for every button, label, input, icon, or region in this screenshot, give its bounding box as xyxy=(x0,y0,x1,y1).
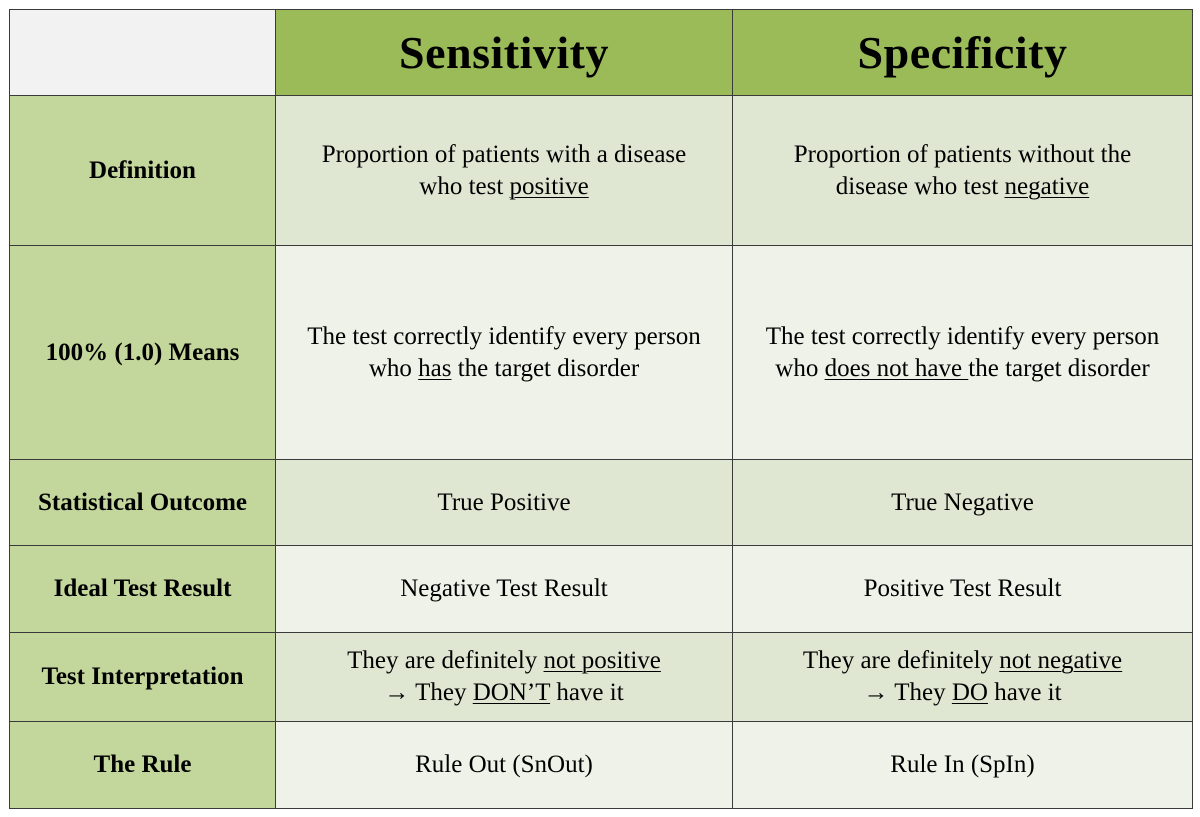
cell-line: → They DON’T have it xyxy=(282,677,726,709)
row-label-100-means: 100% (1.0) Means xyxy=(9,245,276,460)
cell-text: They are definitely xyxy=(802,647,1000,674)
comparison-table: Sensitivity Specificity Definition Propo… xyxy=(9,9,1193,809)
cell-text: who test xyxy=(419,172,510,200)
underlined-text: DON’T xyxy=(472,679,551,706)
table-row-test-interpretation: Test Interpretation They are definitely … xyxy=(9,632,1193,722)
underlined-text: has xyxy=(418,354,452,382)
underlined-text: not negative xyxy=(999,647,1123,674)
underlined-text: positive xyxy=(509,172,589,200)
column-header-sensitivity: Sensitivity xyxy=(275,9,733,96)
cell-definition-specificity: Proportion of patients without the disea… xyxy=(732,95,1193,246)
cell-text: have it xyxy=(550,679,624,706)
cell-text: disease who test xyxy=(835,172,1005,200)
row-label-definition: Definition xyxy=(9,95,276,246)
row-label-test-interpretation: Test Interpretation xyxy=(9,632,276,722)
header-row: Sensitivity Specificity xyxy=(9,9,1193,96)
arrow-text: → They xyxy=(384,679,473,706)
table-row-statistical-outcome: Statistical Outcome True Positive True N… xyxy=(9,459,1193,546)
cell-line: They are definitely not negative xyxy=(739,645,1186,677)
cell-text: who xyxy=(775,354,825,382)
underlined-text: DO xyxy=(951,679,988,706)
cell-line: The test correctly identify every person xyxy=(307,322,701,350)
corner-cell xyxy=(9,9,276,96)
cell-text: the target disorder xyxy=(451,354,640,382)
cell-statistical-outcome-specificity: True Negative xyxy=(732,459,1193,546)
cell-text: They are definitely xyxy=(347,647,544,674)
cell-line: → They DO have it xyxy=(739,677,1186,709)
row-label-statistical-outcome: Statistical Outcome xyxy=(9,459,276,546)
underlined-text: not positive xyxy=(543,647,661,674)
row-label-ideal-test-result: Ideal Test Result xyxy=(9,545,276,633)
cell-text: have it xyxy=(987,679,1062,706)
cell-line: disease who test negative xyxy=(739,171,1186,203)
underlined-text: negative xyxy=(1004,172,1090,200)
table-row-ideal-test-result: Ideal Test Result Negative Test Result P… xyxy=(9,545,1193,633)
cell-line: They are definitely not positive xyxy=(282,645,726,677)
cell-line: Proportion of patients without the xyxy=(793,140,1132,168)
cell-the-rule-specificity: Rule In (SpIn) xyxy=(732,721,1193,809)
cell-definition-sensitivity: Proportion of patients with a disease wh… xyxy=(275,95,733,246)
cell-line: The test correctly identify every person xyxy=(765,322,1160,350)
table-row-the-rule: The Rule Rule Out (SnOut) Rule In (SpIn) xyxy=(9,721,1193,809)
cell-test-interpretation-specificity: They are definitely not negative → They … xyxy=(732,632,1193,722)
cell-the-rule-sensitivity: Rule Out (SnOut) xyxy=(275,721,733,809)
cell-text: who xyxy=(368,354,419,382)
column-header-specificity: Specificity xyxy=(732,9,1193,96)
cell-line: who test positive xyxy=(282,171,726,203)
table-row-definition: Definition Proportion of patients with a… xyxy=(9,95,1193,246)
cell-text: the target disorder xyxy=(968,354,1150,382)
arrow-text: → They xyxy=(863,679,952,706)
table-row-100-means: 100% (1.0) Means The test correctly iden… xyxy=(9,245,1193,460)
cell-statistical-outcome-sensitivity: True Positive xyxy=(275,459,733,546)
underlined-text: does not have xyxy=(824,354,969,382)
cell-line: who does not have the target disorder xyxy=(739,353,1186,385)
cell-ideal-test-result-specificity: Positive Test Result xyxy=(732,545,1193,633)
cell-100-means-sensitivity: The test correctly identify every person… xyxy=(275,245,733,460)
cell-100-means-specificity: The test correctly identify every person… xyxy=(732,245,1193,460)
cell-test-interpretation-sensitivity: They are definitely not positive → They … xyxy=(275,632,733,722)
cell-line: Proportion of patients with a disease xyxy=(321,140,687,168)
cell-ideal-test-result-sensitivity: Negative Test Result xyxy=(275,545,733,633)
cell-line: who has the target disorder xyxy=(282,353,726,385)
row-label-the-rule: The Rule xyxy=(9,721,276,809)
